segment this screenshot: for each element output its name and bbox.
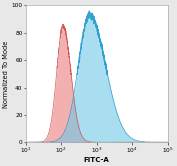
Y-axis label: Normalized To Mode: Normalized To Mode [4,40,10,108]
X-axis label: FITC-A: FITC-A [84,157,110,163]
